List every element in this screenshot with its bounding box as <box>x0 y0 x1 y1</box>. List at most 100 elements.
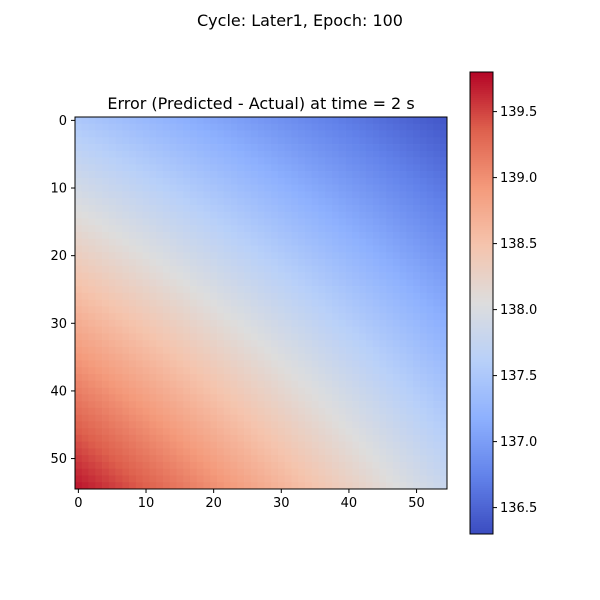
colorbar-strip <box>470 296 493 299</box>
heatmap-cell <box>142 211 150 219</box>
heatmap-cell <box>433 367 441 375</box>
heatmap-cell <box>277 299 286 307</box>
heatmap-cell <box>325 286 333 294</box>
heatmap-cell <box>257 461 265 470</box>
heatmap-cell <box>392 380 400 388</box>
heatmap-cell <box>426 272 434 280</box>
heatmap-cell <box>142 313 150 321</box>
heatmap-cell <box>149 475 157 483</box>
heatmap-cell <box>196 171 204 179</box>
heatmap-cell <box>95 204 103 213</box>
heatmap-cell <box>162 150 171 158</box>
heatmap-cell <box>189 448 198 456</box>
heatmap-cell <box>129 130 137 138</box>
heatmap-cell <box>311 306 319 314</box>
heatmap-cell <box>304 340 313 348</box>
heatmap-cell <box>291 468 299 476</box>
heatmap-cell <box>210 414 218 422</box>
heatmap-cell <box>230 346 238 355</box>
heatmap-cell <box>392 184 400 192</box>
heatmap-cell <box>203 401 211 409</box>
heatmap-cell <box>379 259 387 267</box>
colorbar-tick-label: 139.5 <box>500 105 537 120</box>
heatmap-cell <box>129 286 137 294</box>
heatmap-cell <box>291 455 299 463</box>
heatmap-cell <box>284 475 292 483</box>
heatmap-cell <box>352 286 360 294</box>
colorbar-strip <box>470 420 493 423</box>
heatmap-cell <box>115 171 123 179</box>
heatmap-cell <box>332 218 340 226</box>
heatmap-cell <box>210 387 218 395</box>
heatmap-cell <box>426 340 434 348</box>
heatmap-cell <box>440 461 448 470</box>
heatmap-cell <box>433 346 441 355</box>
heatmap-cell <box>352 401 360 409</box>
heatmap-cell <box>379 157 387 165</box>
heatmap-cell <box>372 461 380 470</box>
heatmap-cell <box>122 387 130 395</box>
heatmap-cell <box>264 414 272 422</box>
heatmap-cell <box>169 482 177 490</box>
heatmap-cell <box>149 319 157 328</box>
heatmap-cell <box>318 475 326 483</box>
heatmap-cell <box>419 123 428 131</box>
heatmap-cell <box>223 333 231 341</box>
heatmap-cell <box>169 286 177 294</box>
heatmap-cell <box>325 184 333 192</box>
heatmap-cell <box>264 150 272 158</box>
heatmap-cell <box>277 130 286 138</box>
heatmap-cell <box>149 286 157 294</box>
heatmap-cell <box>189 353 198 361</box>
colorbar-strip <box>470 480 493 483</box>
heatmap-cell <box>304 259 313 267</box>
heatmap-cell <box>162 482 171 490</box>
colorbar-strip <box>470 186 493 189</box>
heatmap-cell <box>176 313 184 321</box>
heatmap-cell <box>189 144 198 152</box>
heatmap-cell <box>291 380 299 388</box>
heatmap-cell <box>210 394 218 402</box>
heatmap-cell <box>413 414 421 422</box>
heatmap-cell <box>379 434 387 442</box>
heatmap-cell <box>129 150 137 158</box>
heatmap-cell <box>379 394 387 402</box>
heatmap-cell <box>325 353 333 361</box>
heatmap-cell <box>250 475 258 483</box>
heatmap-cell <box>345 204 353 213</box>
heatmap-cell <box>345 238 353 246</box>
heatmap-cell <box>399 380 407 388</box>
heatmap-cell <box>129 191 137 199</box>
heatmap-cell <box>386 394 394 402</box>
heatmap-cell <box>338 184 346 192</box>
heatmap-cell <box>426 428 434 436</box>
y-tick-label: 50 <box>50 452 67 467</box>
heatmap-cell <box>345 346 353 355</box>
heatmap-cell <box>325 130 333 138</box>
heatmap-cell <box>244 123 252 131</box>
heatmap-cell <box>311 367 319 375</box>
heatmap-cell <box>81 292 89 300</box>
colorbar-strip <box>470 176 493 179</box>
heatmap-cell <box>88 441 96 449</box>
heatmap-cell <box>304 279 313 287</box>
heatmap-cell <box>325 292 333 300</box>
heatmap-cell <box>318 401 326 409</box>
heatmap-cell <box>365 171 373 179</box>
colorbar-strip <box>470 404 493 407</box>
heatmap-cell <box>426 299 434 307</box>
heatmap-cell <box>230 238 238 246</box>
heatmap-cell <box>142 428 150 436</box>
heatmap-cell <box>142 157 150 165</box>
heatmap-cell <box>359 245 367 253</box>
heatmap-cell <box>108 137 116 145</box>
heatmap-cell <box>359 333 367 341</box>
heatmap-cell <box>433 374 441 382</box>
heatmap-cell <box>426 157 434 165</box>
heatmap-cell <box>135 177 143 185</box>
heatmap-cell <box>311 252 319 260</box>
heatmap-cell <box>189 286 198 294</box>
heatmap-cell <box>169 421 177 429</box>
heatmap-cell <box>359 475 367 483</box>
heatmap-cell <box>359 346 367 355</box>
